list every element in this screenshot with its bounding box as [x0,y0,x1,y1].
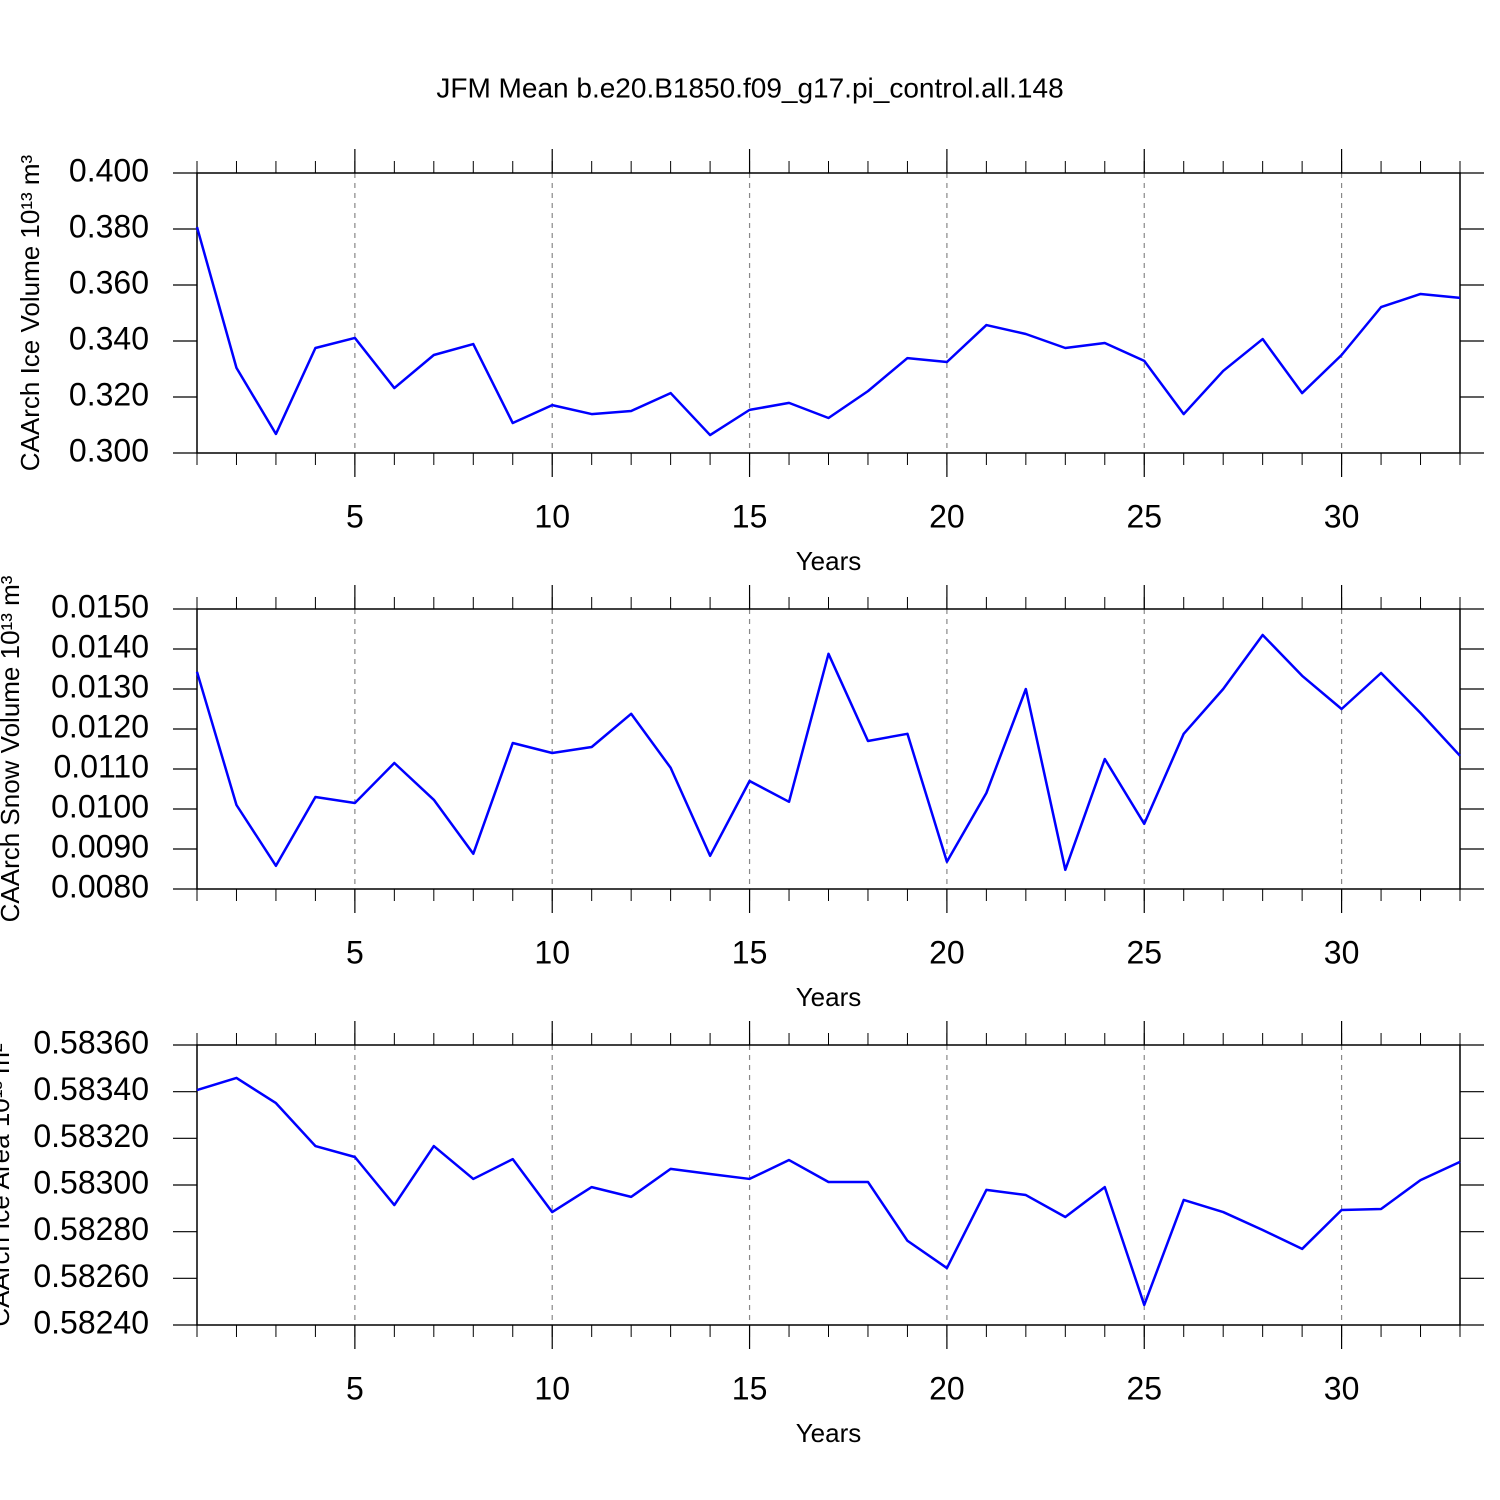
y-tick-label: 0.340 [69,320,149,356]
x-tick-label: 30 [1324,934,1360,970]
y-tick-label: 0.58300 [33,1164,149,1200]
data-line [196,1076,1461,1307]
x-tick-label: 20 [929,1370,965,1406]
x-axis-label: Years [796,1418,862,1448]
x-tick-label: 5 [346,934,364,970]
y-axis-label: CAArch Snow Volume 10¹³ m³ [0,575,25,922]
y-tick-label: 0.380 [69,208,149,244]
x-tick-label: 30 [1324,1370,1360,1406]
y-tick-label: 0.300 [69,432,149,468]
x-axis-label: Years [796,982,862,1012]
x-tick-label: 10 [534,934,570,970]
x-tick-label: 5 [346,1370,364,1406]
y-axis-label: CAArch Ice Area 10¹³ m² [0,1043,15,1327]
y-tick-label: 0.58280 [33,1211,149,1247]
x-tick-label: 5 [346,498,364,534]
y-tick-label: 0.58360 [33,1024,149,1060]
figure-title: JFM Mean b.e20.B1850.f09_g17.pi_control.… [436,72,1063,103]
plot-frame [196,1044,1461,1326]
data-line [195,226,1461,437]
data-line [195,633,1461,872]
y-tick-label: 0.58320 [33,1118,149,1154]
x-tick-label: 25 [1126,934,1162,970]
x-tick-label: 25 [1126,498,1162,534]
plot-frame [196,172,1461,454]
x-tick-label: 20 [929,498,965,534]
x-tick-label: 15 [732,1370,768,1406]
x-tick-label: 20 [929,934,965,970]
y-tick-label: 0.58260 [33,1258,149,1294]
y-tick-label: 0.0130 [51,668,149,704]
y-axis-label: CAArch Ice Volume 10¹³ m³ [15,154,45,471]
x-tick-label: 15 [732,934,768,970]
y-tick-label: 0.0150 [51,588,149,624]
y-tick-label: 0.0100 [51,788,149,824]
y-tick-label: 0.0080 [51,868,149,904]
x-axis-label: Years [796,546,862,576]
y-tick-label: 0.0120 [51,708,149,744]
y-tick-label: 0.58240 [33,1304,149,1340]
y-tick-label: 0.0110 [54,748,150,784]
y-tick-label: 0.320 [69,376,149,412]
x-tick-label: 15 [732,498,768,534]
y-tick-label: 0.58340 [33,1071,149,1107]
x-tick-label: 10 [534,498,570,534]
y-tick-label: 0.0140 [51,628,149,664]
plot-frame [196,608,1461,890]
y-tick-label: 0.400 [69,152,149,188]
x-tick-label: 30 [1324,498,1360,534]
y-tick-label: 0.0090 [51,828,149,864]
x-tick-label: 10 [534,1370,570,1406]
x-tick-label: 25 [1126,1370,1162,1406]
y-tick-label: 0.360 [69,264,149,300]
